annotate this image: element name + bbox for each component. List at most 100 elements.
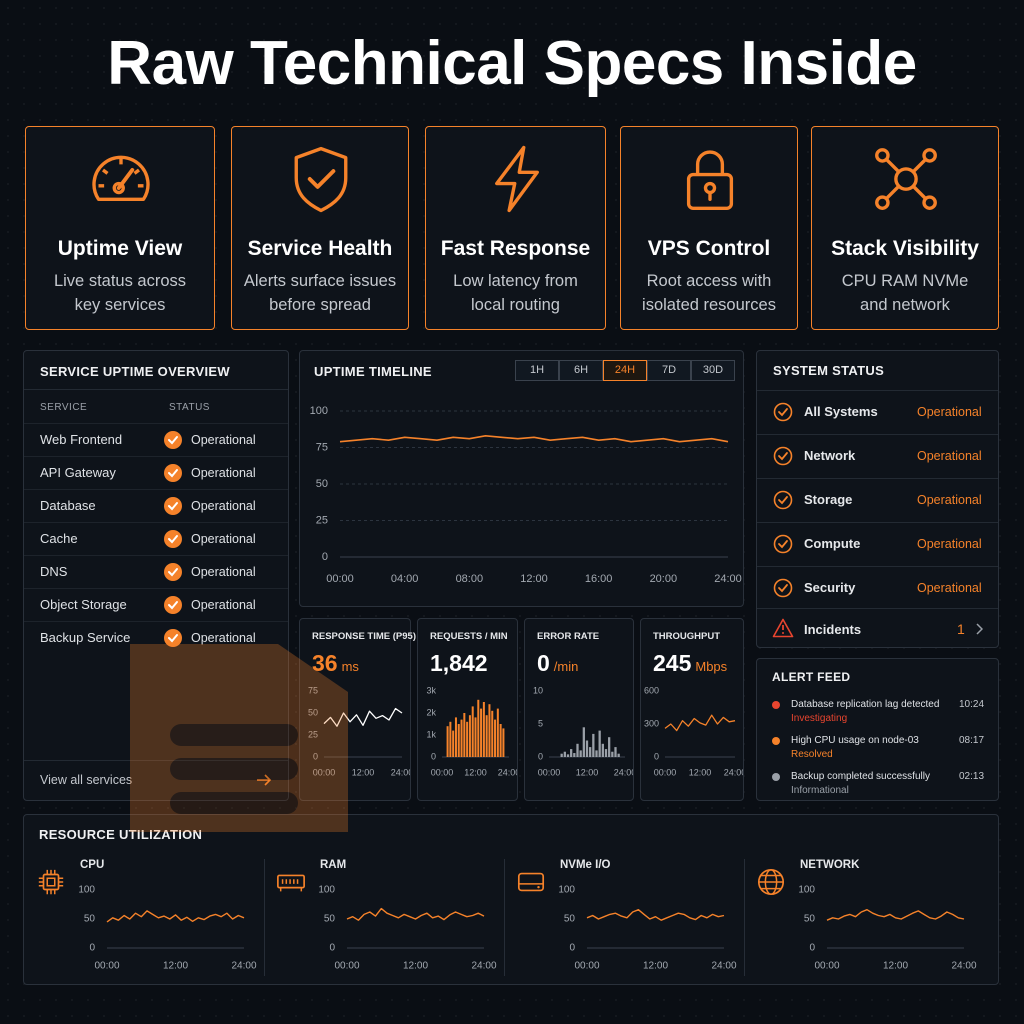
resource-name: NETWORK — [800, 859, 860, 871]
x-tick-label: 00:00 — [94, 961, 119, 972]
service-name: DNS — [40, 564, 68, 579]
metric-title: RESPONSE TIME (P95) — [312, 631, 416, 642]
bar — [566, 754, 570, 757]
range-button[interactable]: 7D — [647, 360, 691, 381]
y-tick-label: 100 — [798, 885, 815, 896]
resource-icon — [757, 868, 785, 896]
resource-utilization-panel: RESOURCE UTILIZATION CPU 0 50 100 00:00 12:00 2… — [23, 814, 999, 985]
feature-icon-part — [112, 181, 125, 195]
bar — [485, 715, 488, 757]
x-tick-label: 00:00 — [313, 767, 336, 777]
chart-area: 0 1k 2k 3k 00:00 12:00 24:00 — [426, 685, 517, 777]
warning-icon — [772, 618, 794, 638]
x-tick-label: 20:00 — [650, 573, 678, 585]
x-tick-label: 12:00 — [464, 767, 487, 777]
status-check — [773, 446, 793, 466]
x-tick-label: 00:00 — [574, 961, 599, 972]
status-check-part — [168, 502, 178, 511]
status-check-part — [773, 490, 793, 510]
alert-dot — [772, 701, 780, 709]
status-check — [773, 534, 793, 554]
bar — [480, 708, 483, 757]
panel-title: RESOURCE UTILIZATION — [39, 827, 203, 842]
resource-icon-part — [46, 877, 56, 887]
divider — [24, 555, 288, 556]
feature-icon-part — [695, 150, 725, 175]
x-tick-label: 24:00 — [231, 961, 256, 972]
feature-icon — [686, 150, 734, 210]
y-tick-label: 0 — [89, 943, 95, 954]
arrow-icon — [257, 774, 272, 786]
range-button[interactable]: 24H — [603, 360, 647, 381]
feature-card: Uptime View Live status across key service… — [25, 126, 215, 330]
feature-card: Fast Response Low latency from local routi… — [425, 126, 606, 330]
status-check-part — [164, 530, 182, 548]
bar — [579, 750, 582, 757]
divider — [24, 489, 288, 490]
feature-icon — [875, 148, 937, 210]
service-name: API Gateway — [40, 465, 116, 480]
bar — [601, 743, 604, 757]
status-check-part — [773, 402, 793, 422]
metric-title: ERROR RATE — [537, 631, 600, 642]
incidents-label[interactable]: Incidents — [804, 622, 862, 637]
resource-icon — [38, 869, 64, 895]
range-button[interactable]: 30D — [691, 360, 735, 381]
feature-title: Stack Visibility — [831, 237, 979, 260]
alert-time: 10:24 — [959, 699, 985, 710]
x-tick-label: 24:00 — [951, 961, 976, 972]
metric-value-row: 0/min — [537, 650, 578, 677]
bar — [460, 719, 463, 757]
status-check-part — [168, 436, 178, 445]
resource-icon-part — [38, 869, 64, 895]
feature-description: Root access with — [646, 272, 772, 290]
status-check-part — [168, 469, 178, 478]
bar — [617, 753, 620, 757]
x-tick-label: 04:00 — [391, 573, 419, 585]
y-tick-label: 50 — [804, 914, 816, 925]
status-check-part — [778, 584, 788, 593]
system-status: Operational — [917, 537, 982, 551]
y-tick-label: 600 — [644, 685, 659, 695]
status-check-part — [773, 446, 793, 466]
x-tick-label: 24:00 — [498, 767, 517, 777]
y-tick-label: 0 — [322, 551, 328, 563]
bar — [463, 713, 466, 757]
feature-description: Live status across — [53, 272, 187, 290]
status-check-part — [164, 596, 182, 614]
panel-title: UPTIME TIMELINE — [314, 364, 432, 379]
system-status: Operational — [917, 449, 982, 463]
alert-status: Resolved — [791, 749, 833, 760]
service-name: Object Storage — [40, 597, 127, 612]
divider — [24, 760, 288, 761]
y-tick-label: 50 — [308, 707, 318, 717]
range-button[interactable]: 6H — [559, 360, 603, 381]
feature-title: Uptime View — [57, 237, 183, 260]
status-check — [164, 629, 182, 647]
y-tick-label: 2k — [426, 707, 436, 717]
y-tick-label: 50 — [564, 914, 576, 925]
service-status: Operational — [191, 631, 256, 645]
x-tick-label: 00:00 — [334, 961, 359, 972]
alert-message: Database replication lag detected — [791, 699, 940, 710]
feature-icon-part — [922, 148, 937, 163]
feature-icon-part — [875, 148, 890, 163]
feature-icon-part — [686, 172, 734, 210]
status-check-part — [778, 452, 788, 461]
bar — [614, 747, 617, 757]
feature-title: VPS Control — [647, 237, 771, 260]
alert-message: High CPU usage on node-03 — [791, 735, 919, 746]
resource-name: RAM — [320, 859, 347, 871]
system-status: Operational — [917, 581, 982, 595]
x-tick-label: 12:00 — [883, 961, 908, 972]
divider — [24, 389, 288, 390]
chart-area: 0 300 600 00:00 12:00 24:00 — [644, 685, 743, 777]
system-name: All Systems — [804, 404, 878, 419]
metric-value: 0 — [537, 650, 550, 676]
incidents-count[interactable]: 1 — [957, 621, 965, 637]
line-series — [106, 910, 245, 923]
status-check-part — [168, 634, 178, 643]
view-all-link[interactable]: View all services — [40, 773, 133, 787]
range-button[interactable]: 1H — [515, 360, 559, 381]
